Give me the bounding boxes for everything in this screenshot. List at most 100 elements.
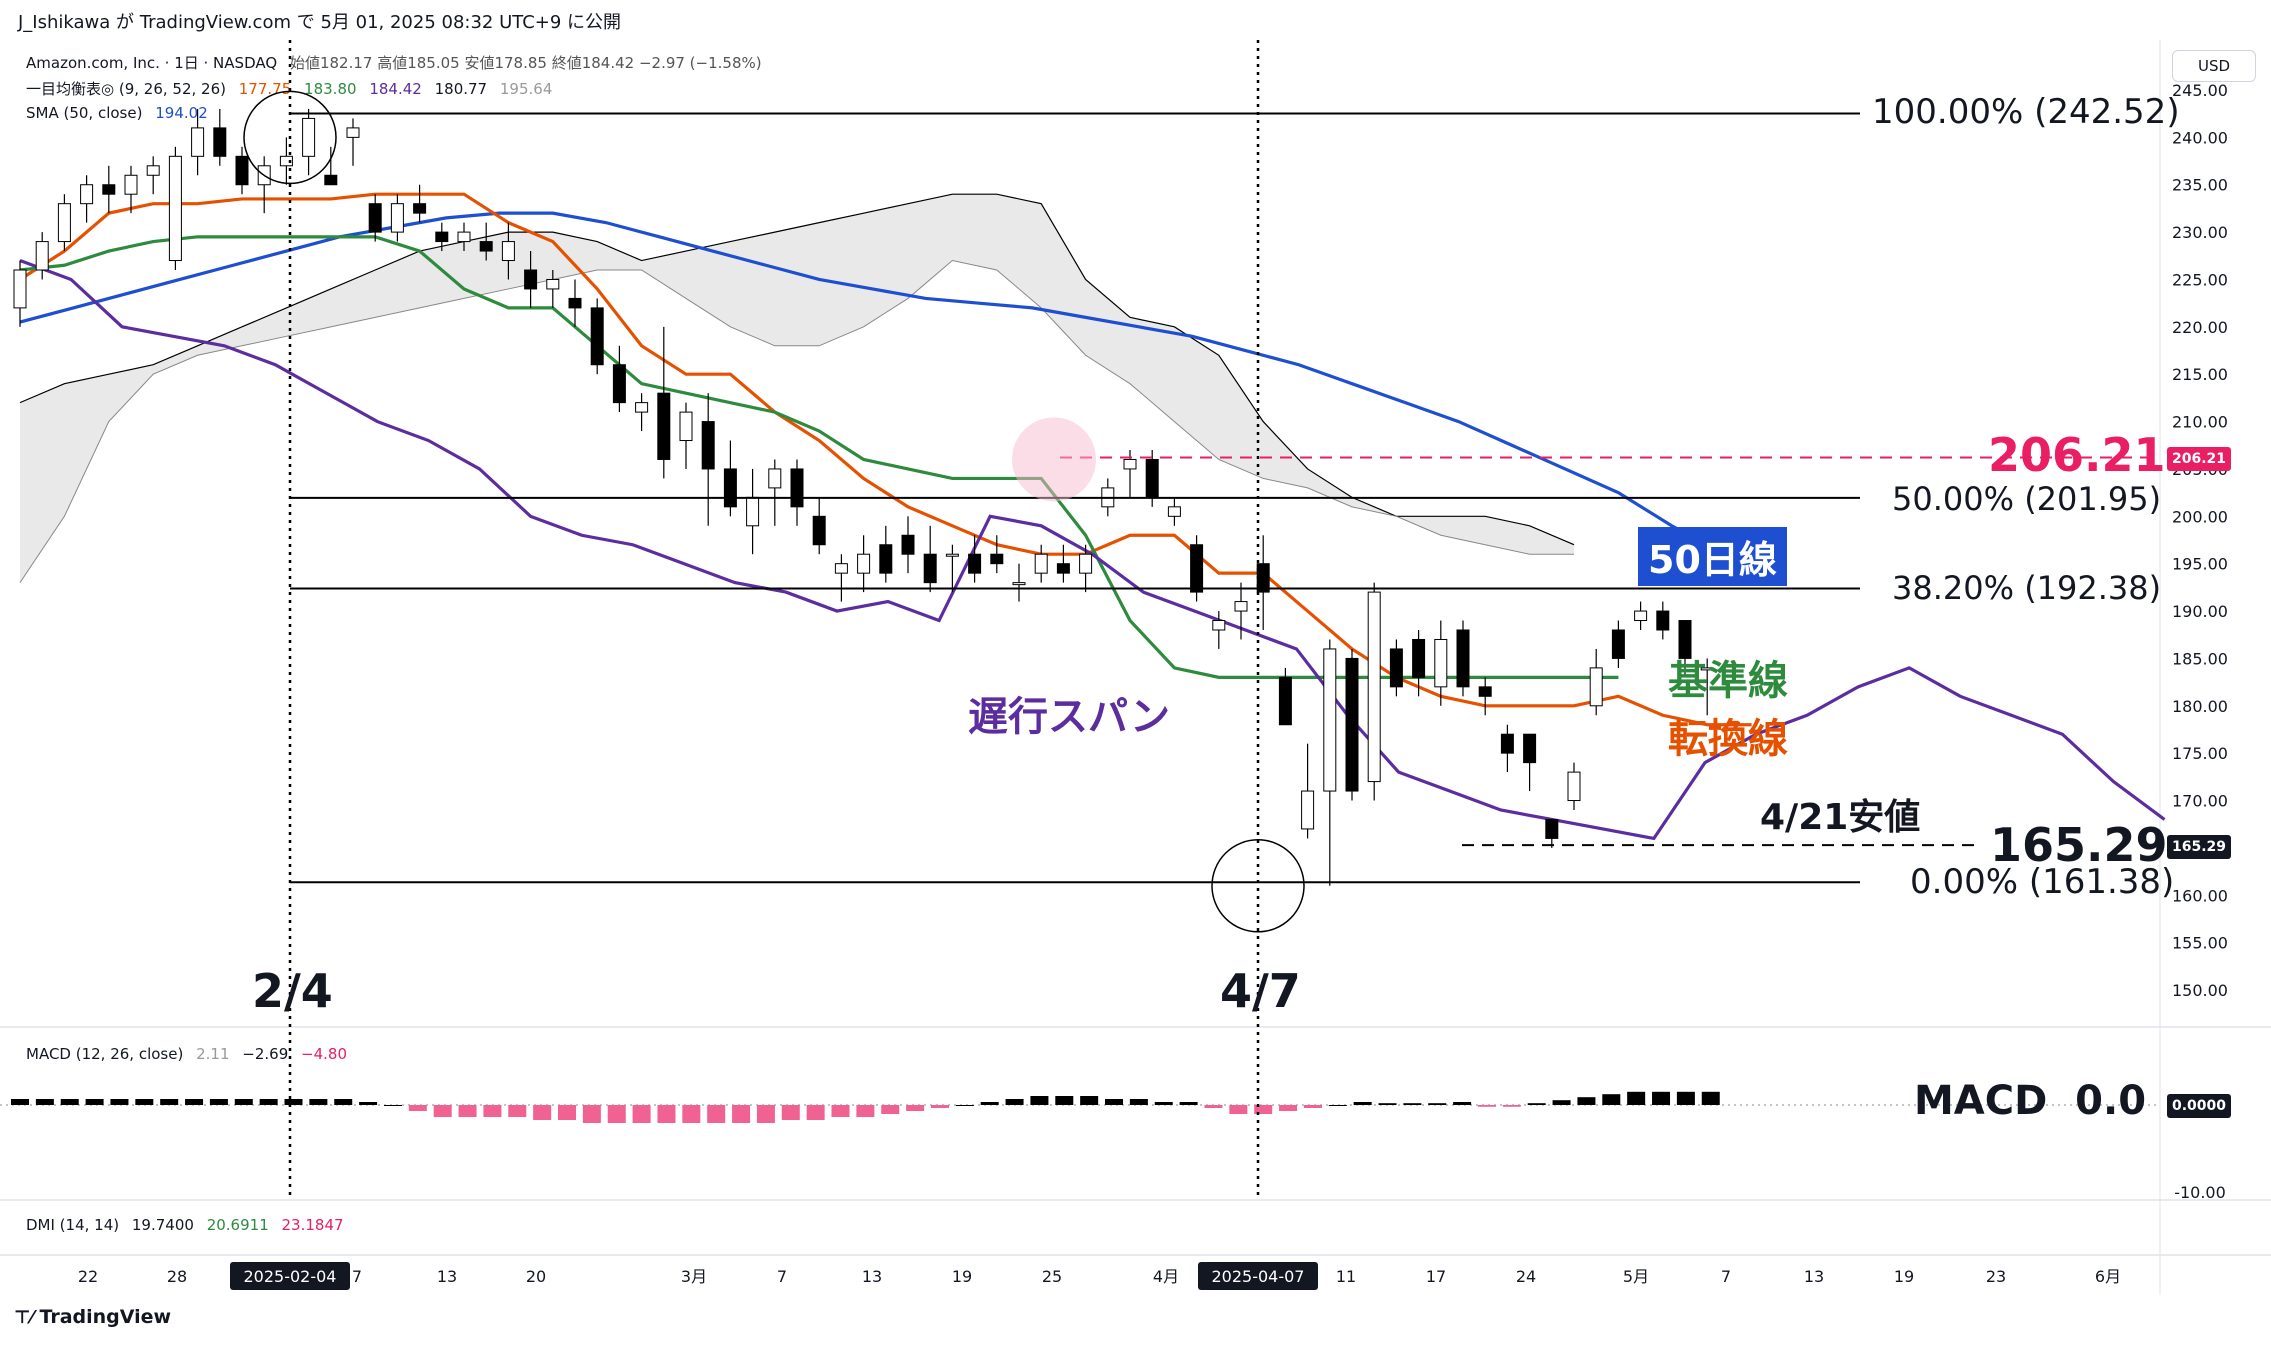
y-tick-label: 160.00 xyxy=(2172,886,2228,905)
y-tick-label: 225.00 xyxy=(2172,270,2228,289)
fib-100-label: 100.00% (242.52) xyxy=(1872,92,2180,132)
legend-ichimoku-label: 一目均衡表◎ (9, 26, 52, 26) xyxy=(26,80,226,98)
fibonacci-layer xyxy=(290,112,2150,884)
candle-body xyxy=(1190,544,1204,593)
candle-body xyxy=(346,127,360,138)
x-tick-label: 7 xyxy=(1721,1267,1731,1286)
x-tick-label: 4月 xyxy=(1153,1267,1179,1286)
legend-ichimoku-spanB: 195.64 xyxy=(499,80,553,98)
candle-body xyxy=(812,515,826,546)
candle-body xyxy=(501,241,515,262)
macd-hist-bar xyxy=(707,1105,726,1123)
low-value-label: 165.29 xyxy=(1990,818,2168,872)
macd-hist-bar xyxy=(1154,1102,1173,1105)
candle-body xyxy=(1567,771,1581,802)
legend-dmi: DMI (14, 14) 19.7400 20.6911 23.1847 xyxy=(26,1216,352,1234)
legend-dmi-minus: 23.1847 xyxy=(281,1216,344,1234)
macd-hist-bar xyxy=(831,1105,850,1117)
candle-body xyxy=(1456,629,1470,688)
candle-body xyxy=(990,553,1004,565)
legend-dmi-label: DMI (14, 14) xyxy=(26,1216,120,1234)
candle-body xyxy=(1123,458,1137,470)
tradingview-logo-text: TradingView xyxy=(39,1306,172,1328)
price-axis[interactable]: 150.00155.00160.00165.00170.00175.00180.… xyxy=(2172,81,2228,1000)
macd-hist-bar xyxy=(1428,1103,1447,1105)
y-tick-label: 220.00 xyxy=(2172,318,2228,337)
y-tick-label: 230.00 xyxy=(2172,223,2228,242)
candle-body xyxy=(1478,686,1492,697)
macd-hist-bar xyxy=(1129,1099,1148,1105)
x-tick-label: 3月 xyxy=(681,1267,707,1286)
macd-zero-label: MACD 0.0 xyxy=(1914,1078,2147,1124)
macd-hist-bar xyxy=(657,1105,676,1123)
macd-hist-bar xyxy=(1577,1097,1596,1105)
macd-hist-bar xyxy=(1676,1091,1695,1105)
currency-button[interactable]: USD xyxy=(2172,50,2256,82)
macd-hist-bar xyxy=(1229,1105,1248,1114)
grid-layer xyxy=(0,40,2271,1295)
candle-body xyxy=(80,184,94,205)
macd-hist-bar xyxy=(1105,1099,1124,1105)
fib-50-label: 50.00% (201.95) xyxy=(1892,480,2162,518)
candle-body xyxy=(1589,667,1603,707)
macd-hist-bar xyxy=(1055,1096,1074,1105)
macd-hist-bar xyxy=(408,1105,427,1111)
macd-hist-bar xyxy=(1204,1105,1223,1108)
candle-body xyxy=(723,468,737,508)
x-tick-label: 7 xyxy=(352,1267,362,1286)
candle-body xyxy=(701,421,715,470)
candle-body xyxy=(324,174,338,186)
macd-hist-bar xyxy=(1353,1102,1372,1105)
macd-hist-bar xyxy=(383,1105,402,1106)
x-tick-label: 24 xyxy=(1516,1267,1536,1286)
x-tick-label: 22 xyxy=(78,1267,98,1286)
candle-body xyxy=(1234,601,1248,612)
x-tick-label: 13 xyxy=(437,1267,457,1286)
y-tick-label: 210.00 xyxy=(2172,413,2228,432)
time-axis[interactable]: 22 28 2025-02-04 7 13 20 3月 7 13 19 25 4月 2025-04-07… xyxy=(78,1262,2121,1290)
candle-body xyxy=(1700,667,1714,671)
resistance-axis-tag: 206.21 xyxy=(2167,447,2231,471)
candle-body xyxy=(413,203,427,214)
candle-body xyxy=(1523,733,1537,764)
macd-hist-bar xyxy=(955,1105,974,1106)
y-tick-label: 185.00 xyxy=(2172,649,2228,668)
x-tick-label: 19 xyxy=(1894,1267,1914,1286)
highlight-circle xyxy=(1012,417,1096,502)
candle-body xyxy=(746,496,760,527)
macd-hist-bar xyxy=(209,1099,228,1105)
legend-dmi-plus: 20.6911 xyxy=(206,1216,269,1234)
legend-macd: MACD (12, 26, close) 2.11 −2.69 −4.80 xyxy=(26,1045,355,1063)
annotation-layer xyxy=(243,40,1305,1200)
candle-body xyxy=(1367,591,1381,783)
macd-hist-bar xyxy=(334,1099,353,1105)
macd-hist-bar xyxy=(110,1099,129,1105)
low-axis-tag: 165.29 xyxy=(2167,835,2231,859)
kijun-callout: 基準線 xyxy=(1668,658,1788,704)
legend-ichimoku-kijun: 183.80 xyxy=(304,80,357,98)
macd-hist-bar xyxy=(35,1099,54,1105)
macd-hist-bar xyxy=(185,1099,204,1105)
tradingview-logo[interactable]: ⊤⁄ TradingView xyxy=(14,1306,171,1328)
macd-hist-bar xyxy=(60,1099,79,1105)
sma-callout: 50日線 xyxy=(1638,527,1787,586)
legend-dmi-adx: 19.7400 xyxy=(131,1216,194,1234)
candle-body xyxy=(435,231,449,243)
macd-hist-bar xyxy=(1328,1105,1347,1106)
macd-hist-bar xyxy=(1403,1103,1422,1105)
x-tick-label: 20 xyxy=(526,1267,546,1286)
macd-hist-bar xyxy=(135,1099,154,1105)
candle-body xyxy=(102,184,116,195)
legend-sma-label: SMA (50, close) xyxy=(26,104,143,122)
candle-body xyxy=(923,553,937,584)
y-tick-label: 150.00 xyxy=(2172,981,2228,1000)
candle-body xyxy=(168,155,182,262)
candle-body xyxy=(546,278,560,290)
y-tick-label: 245.00 xyxy=(2172,81,2228,100)
macd-hist-bar xyxy=(632,1105,651,1123)
candle-body xyxy=(657,392,671,460)
candle-body xyxy=(213,127,227,157)
y-tick-label: 155.00 xyxy=(2172,934,2228,953)
x-tick-label: 19 xyxy=(952,1267,972,1286)
